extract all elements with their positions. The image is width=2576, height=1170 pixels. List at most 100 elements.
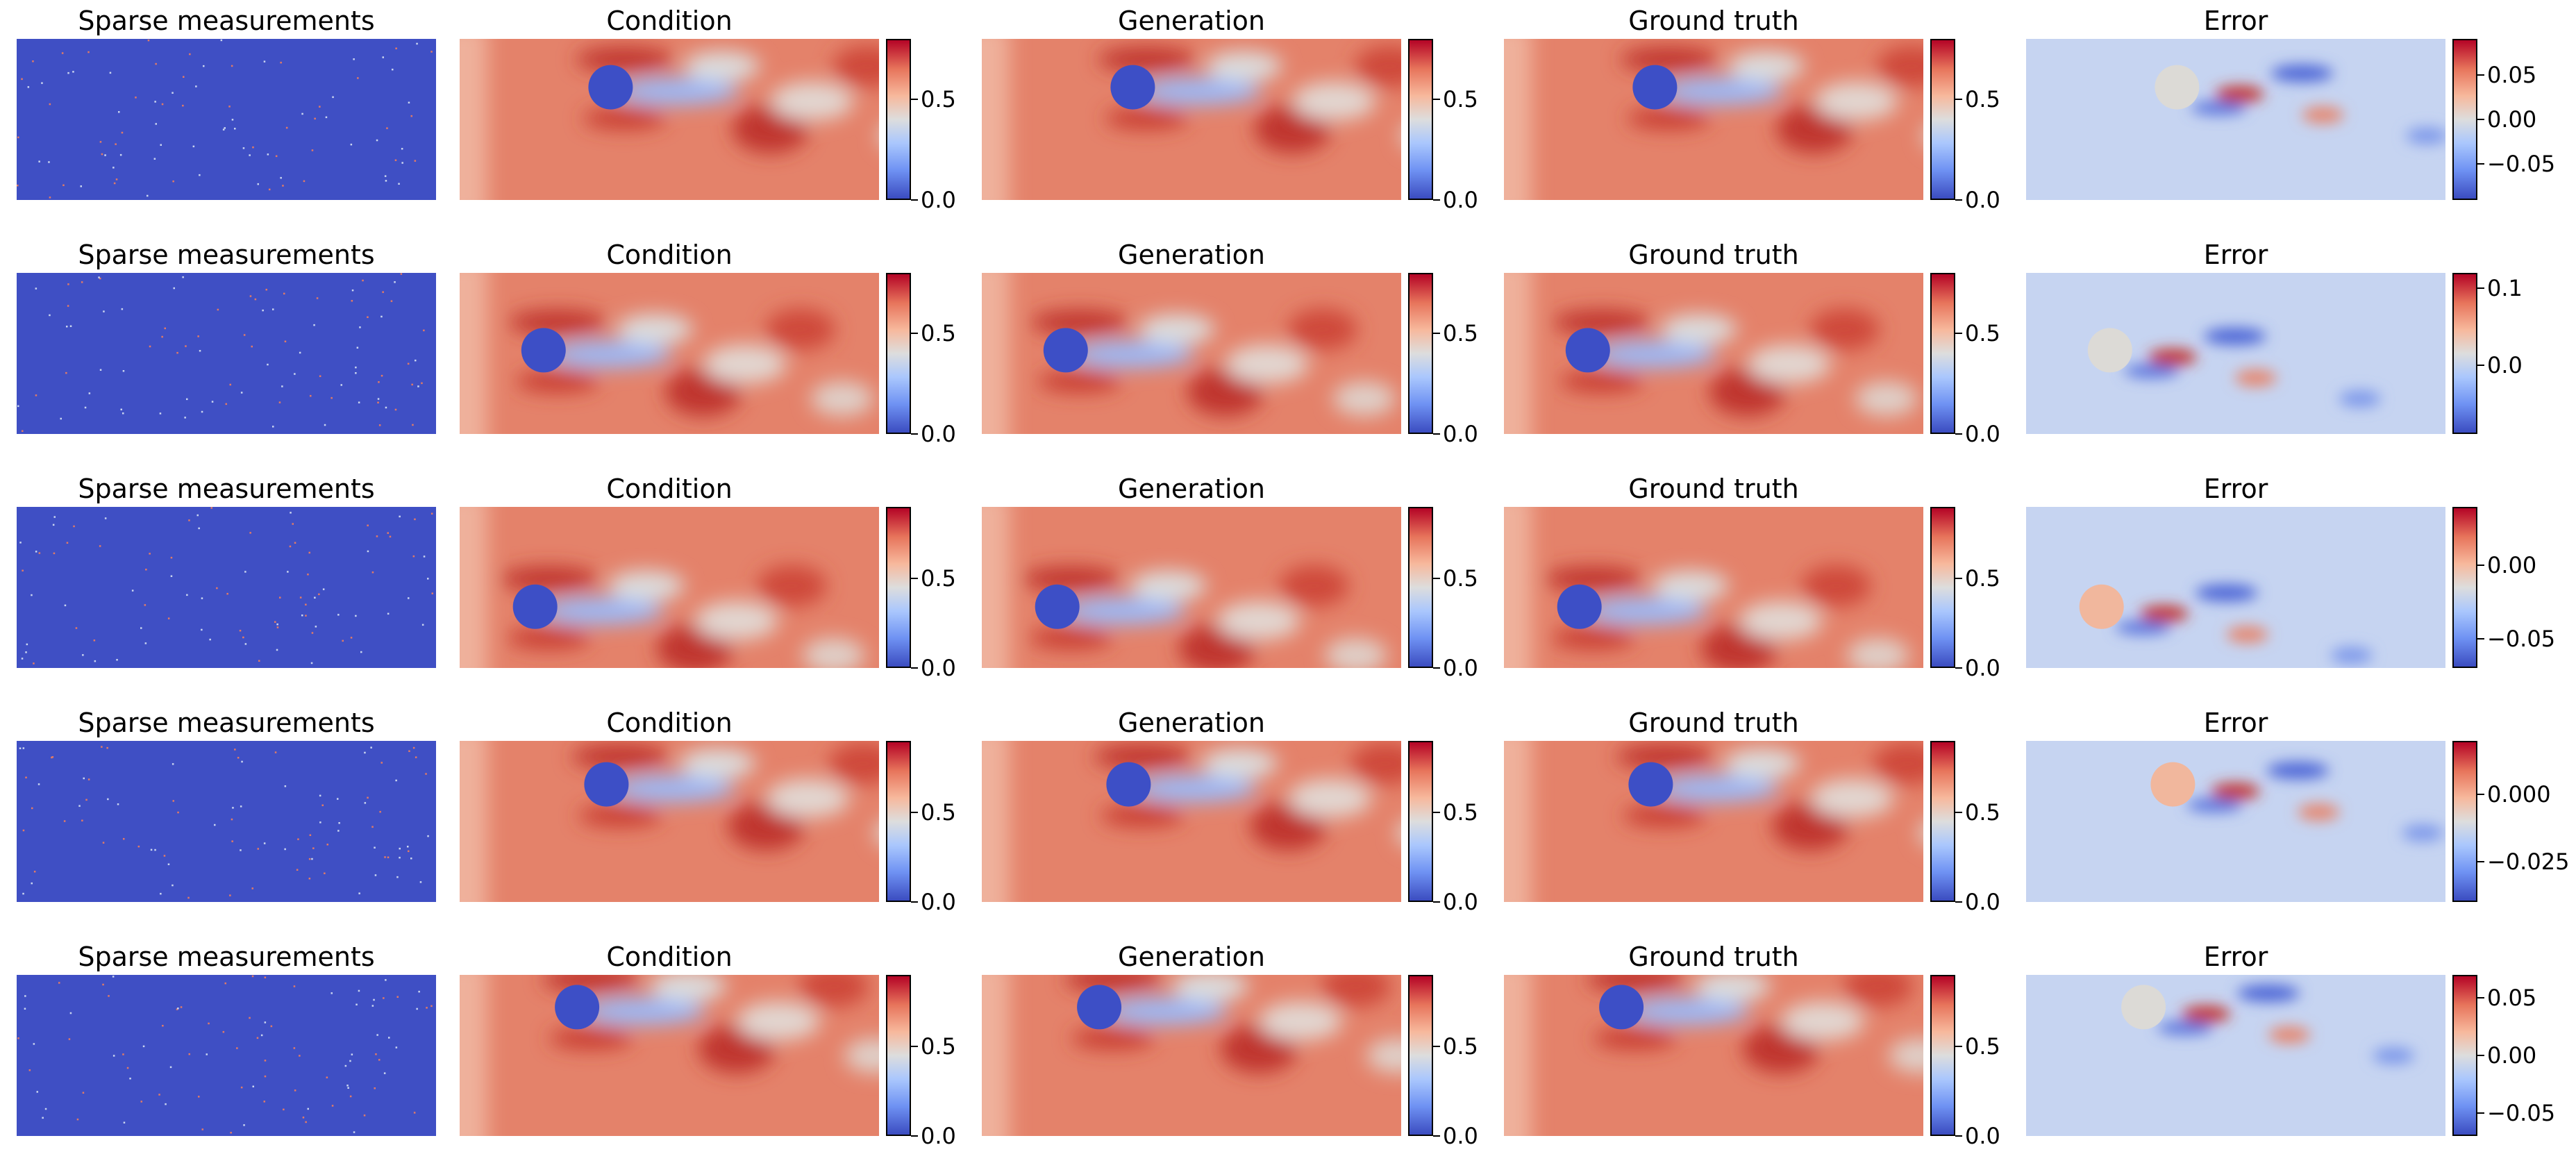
panel-r3-c3: Generation 0.0 0.5 bbox=[982, 468, 1491, 702]
colorbar-tick-mark bbox=[911, 433, 918, 435]
measurement-point bbox=[27, 86, 30, 88]
measurement-point bbox=[290, 512, 292, 514]
colorbar-tick-mark bbox=[2477, 1112, 2484, 1114]
measurement-point bbox=[319, 821, 321, 824]
measurement-point bbox=[269, 188, 271, 191]
field-colorbar bbox=[1408, 741, 1433, 902]
measurement-point bbox=[373, 998, 375, 1001]
measurement-point bbox=[183, 76, 185, 78]
measurement-point bbox=[209, 638, 211, 641]
measurement-point bbox=[326, 1076, 328, 1078]
measurement-point bbox=[314, 596, 316, 599]
measurement-point bbox=[374, 846, 376, 849]
measurement-point bbox=[26, 643, 28, 646]
measurement-point bbox=[195, 85, 197, 87]
colorbar-tick-mark bbox=[911, 199, 918, 201]
measurement-point bbox=[182, 276, 184, 278]
colorbar-tick-mark bbox=[911, 901, 918, 903]
measurement-point bbox=[375, 1053, 377, 1055]
colorbar-tick-label: −0.05 bbox=[2487, 151, 2556, 178]
field-colorbar bbox=[886, 975, 911, 1136]
measurement-point bbox=[48, 161, 50, 163]
colorbar-tick-mark bbox=[911, 1135, 918, 1137]
measurement-point bbox=[67, 72, 69, 74]
measurement-point bbox=[242, 147, 245, 149]
measurement-point bbox=[19, 542, 22, 544]
measurement-point bbox=[35, 394, 37, 396]
colorbar-tick-mark bbox=[1433, 99, 1440, 100]
measurement-point bbox=[415, 756, 417, 758]
measurement-point bbox=[356, 346, 359, 349]
measurement-point bbox=[310, 394, 312, 397]
measurement-point bbox=[284, 340, 287, 342]
panel-r5-c4: Ground truth 0.0 0.5 bbox=[1504, 936, 2014, 1170]
measurement-point bbox=[426, 1007, 428, 1009]
measurement-point bbox=[24, 1008, 26, 1010]
cylinder-obstacle bbox=[1106, 762, 1151, 807]
colorbar-tick-label: 0.0 bbox=[1965, 655, 2000, 681]
panel-title: Condition bbox=[606, 6, 733, 36]
measurement-point bbox=[149, 345, 151, 348]
measurement-point bbox=[276, 623, 278, 626]
colorbar-tick-label: 0.0 bbox=[1443, 655, 1478, 681]
measurement-point bbox=[412, 555, 415, 558]
measurement-point bbox=[159, 412, 162, 415]
measurement-point bbox=[76, 1118, 79, 1121]
colorbar-tick-label: 0.5 bbox=[1443, 1033, 1478, 1060]
measurement-point bbox=[294, 1089, 296, 1092]
error-field bbox=[2026, 273, 2445, 434]
measurement-point bbox=[199, 350, 201, 352]
panel-r1-c5: Error 0.05 0.00 −0.05 bbox=[2026, 0, 2555, 234]
measurement-point bbox=[67, 305, 69, 307]
colorbar-tick-label: 0.0 bbox=[1443, 421, 1478, 447]
measurement-point bbox=[351, 300, 353, 302]
measurement-point bbox=[431, 592, 433, 594]
measurement-point bbox=[338, 822, 340, 824]
panel-title: Error bbox=[2203, 708, 2268, 738]
measurement-point bbox=[305, 603, 307, 605]
measurement-point bbox=[140, 1101, 142, 1103]
measurement-point bbox=[363, 1114, 366, 1117]
measurement-point bbox=[414, 160, 417, 162]
cylinder-obstacle bbox=[1077, 985, 1122, 1030]
measurement-point bbox=[53, 516, 56, 518]
measurement-point bbox=[38, 552, 41, 554]
field-colorbar bbox=[1408, 273, 1433, 434]
field-colorbar bbox=[886, 507, 911, 668]
measurement-point bbox=[122, 412, 124, 415]
measurement-point bbox=[63, 820, 66, 822]
measurement-point bbox=[172, 884, 174, 887]
colorbar-tick-label: −0.05 bbox=[2487, 1099, 2556, 1126]
colorbar-tick-label: −0.05 bbox=[2487, 625, 2556, 652]
measurement-point bbox=[249, 295, 252, 297]
colorbar-tick-label: 0.5 bbox=[1443, 320, 1478, 346]
measurement-point bbox=[260, 1034, 263, 1037]
measurement-point bbox=[318, 593, 320, 596]
colorbar-tick-label: −0.025 bbox=[2487, 849, 2570, 875]
cylinder-obstacle bbox=[1628, 762, 1673, 807]
measurement-point bbox=[25, 651, 27, 653]
measurement-point bbox=[267, 153, 269, 156]
panel-r5-c3: Generation 0.0 0.5 bbox=[982, 936, 1491, 1170]
error-colorbar bbox=[2452, 507, 2477, 668]
measurement-point bbox=[314, 117, 316, 120]
measurement-point bbox=[177, 811, 179, 814]
measurement-point bbox=[388, 1037, 390, 1039]
measurement-point bbox=[31, 807, 33, 810]
measurement-point bbox=[408, 597, 410, 599]
panel-r4-c4: Ground truth 0.0 0.5 bbox=[1504, 702, 2014, 936]
colorbar-tick-label: 0.5 bbox=[921, 565, 956, 592]
measurement-point bbox=[275, 155, 278, 158]
measurement-point bbox=[82, 1092, 85, 1094]
measurement-point bbox=[296, 869, 299, 871]
measurement-point bbox=[398, 183, 400, 185]
measurement-point bbox=[123, 1121, 126, 1123]
measurement-point bbox=[358, 892, 360, 894]
measurement-point bbox=[407, 846, 409, 848]
measurement-point bbox=[28, 1069, 31, 1071]
measurement-point bbox=[301, 112, 303, 115]
measurement-point bbox=[69, 325, 72, 327]
measurement-point bbox=[349, 1095, 352, 1098]
colorbar-tick-label: 0.5 bbox=[1965, 565, 2000, 592]
measurement-point bbox=[229, 383, 231, 386]
